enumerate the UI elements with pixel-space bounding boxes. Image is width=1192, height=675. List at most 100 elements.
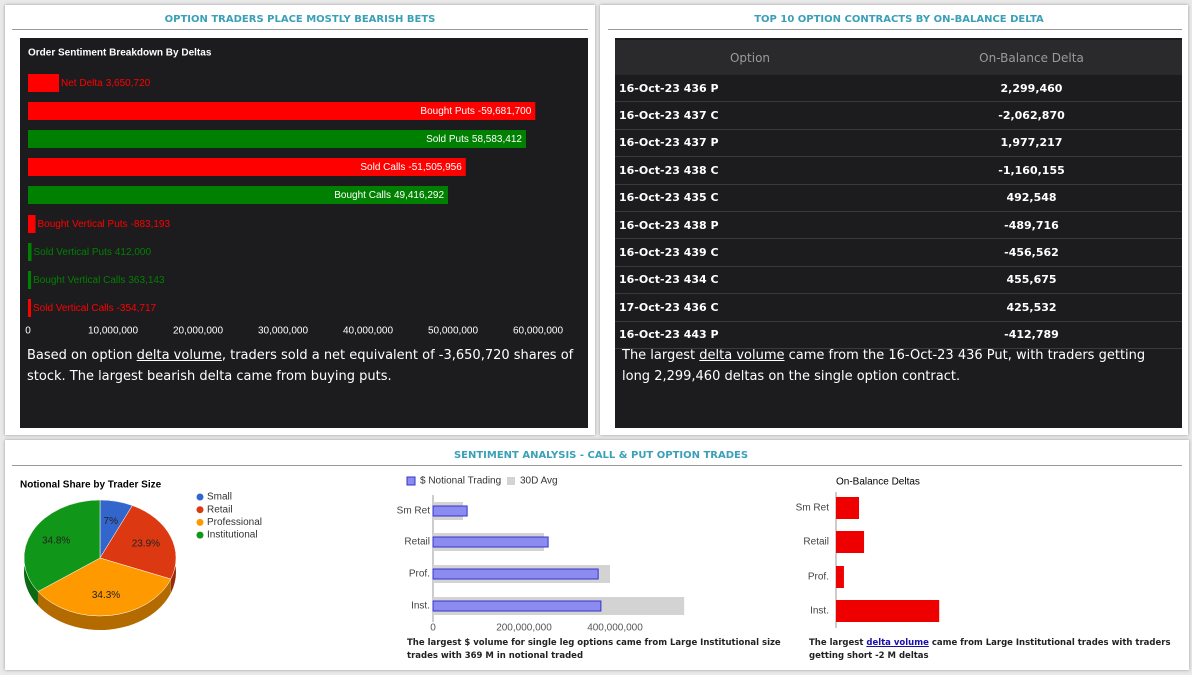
table-row: 16-Oct-23 436 P 2,299,460 (615, 75, 1182, 103)
table-cell: -1,160,155 (998, 163, 1065, 177)
bar-label: Sold Vertical Puts 412,000 (34, 247, 152, 258)
note: The largest $ volume for single leg opti… (407, 638, 781, 661)
chart-title: Order Sentiment Breakdown By Deltas (28, 48, 212, 59)
bar (28, 243, 32, 261)
legend-swatch (196, 506, 204, 514)
summary: Based on option delta volume, traders so… (27, 345, 582, 387)
panel-heading: OPTION TRADERS PLACE MOSTLY BEARISH BETS (164, 14, 436, 25)
table-cell: 16-Oct-23 439 C (619, 246, 719, 260)
category-label: Sold Vertical Calls (33, 303, 114, 314)
bar-label: Bought Calls 49,416,292 (334, 190, 444, 201)
x-tick-label: 0 (25, 326, 31, 337)
table-row: 16-Oct-23 434 C 455,675 (615, 267, 1182, 295)
bar (836, 497, 860, 519)
note-text: The largest (809, 638, 867, 648)
x-tick-label: 0 (430, 623, 436, 634)
bar-label: Sold Vertical Calls -354,717 (33, 303, 157, 314)
value-label: 3,650,720 (106, 78, 151, 89)
category-label: Bought Vertical Calls (33, 275, 125, 286)
category-label: Inst. (810, 606, 829, 617)
category-label: Sm Ret (796, 503, 830, 514)
value-label: -883,193 (131, 219, 171, 230)
category-label: Retail (404, 537, 430, 548)
legend-label: Institutional (207, 530, 258, 541)
header-cell: Option (729, 50, 771, 65)
pie-side (37, 579, 171, 630)
note: The largest delta volume came from Large… (809, 637, 1181, 663)
table-cell: 492,548 (1006, 191, 1057, 205)
legend-label: Small (207, 492, 232, 503)
x-tick-label: 30,000,000 (258, 326, 308, 337)
summary-text: The largest (622, 348, 700, 363)
category-label: Net Delta (61, 78, 103, 89)
bar (28, 102, 536, 120)
legend-swatch (196, 518, 204, 526)
table-cell: 16-Oct-23 434 C (619, 273, 719, 287)
table-header: Option On-Balance Delta (615, 40, 1182, 75)
table-background (615, 38, 1182, 428)
panel-heading: TOP 10 OPTION CONTRACTS BY ON-BALANCE DE… (754, 14, 1044, 25)
table-cell: 1,977,217 (1000, 136, 1063, 150)
category-label: Sm Ret (397, 506, 431, 517)
heading-rule (12, 465, 1182, 466)
bottom-panel (5, 440, 1189, 670)
summary-link[interactable]: delta volume (699, 348, 785, 363)
slice-label: 7% (104, 516, 119, 527)
bar (28, 186, 449, 204)
category-label: Prof. (409, 569, 430, 580)
bar (836, 531, 865, 553)
value-label: -59,681,700 (478, 106, 532, 117)
table: Option On-Balance Delta 16-Oct-23 436 P 2,2… (615, 40, 1182, 349)
bar (432, 600, 602, 612)
note-text: came from Large Institutional trades wit… (809, 638, 1171, 661)
value-label: -354,717 (117, 303, 157, 314)
bar (28, 130, 526, 148)
slice-label: 34.3% (92, 590, 120, 601)
value-label: -51,505,956 (408, 162, 462, 173)
heading-rule (12, 29, 588, 30)
category-label: Bought Puts (420, 106, 474, 117)
table-cell: 16-Oct-23 438 P (619, 218, 719, 232)
summary-text: , traders sold a net equivalent of -3,65… (27, 348, 574, 384)
bar-label: Bought Vertical Puts -883,193 (38, 219, 171, 230)
value-label: 49,416,292 (394, 190, 444, 201)
value-label: 412,000 (115, 247, 152, 258)
summary-text: came from the 16-Oct-23 436 Put, with tr… (622, 348, 1146, 384)
table-cell: 17-Oct-23 436 C (619, 300, 719, 314)
summary-text: Based on option (27, 348, 137, 363)
bar-label: Net Delta 3,650,720 (61, 78, 151, 89)
table-cell: 2,299,460 (1000, 81, 1063, 95)
legend-label: Professional (207, 517, 262, 528)
bar (28, 215, 36, 233)
panel-heading: SENTIMENT ANALYSIS - CALL & PUT OPTION T… (453, 450, 749, 461)
table-cell: -456,562 (1004, 246, 1059, 260)
table-row: 16-Oct-23 437 P 1,977,217 (615, 130, 1182, 158)
table-cell: 16-Oct-23 438 C (619, 163, 719, 177)
table-row: 16-Oct-23 443 P -412,789 (615, 322, 1182, 349)
pie-slice (23, 499, 101, 592)
header-cell: On-Balance Delta (979, 50, 1084, 65)
x-tick-label: 10,000,000 (88, 326, 138, 337)
bar (836, 600, 940, 622)
table-row: 16-Oct-23 439 C -456,562 (615, 239, 1182, 267)
slice-label: 34.8% (42, 535, 70, 546)
table-cell: 16-Oct-23 443 P (619, 328, 719, 342)
table-cell: 16-Oct-23 436 P (619, 81, 719, 95)
bar (28, 74, 60, 92)
legend-swatch (406, 476, 416, 486)
note-link[interactable]: delta volume (866, 638, 929, 648)
summary-link[interactable]: delta volume (136, 348, 222, 363)
category-label: Sold Puts (426, 134, 469, 145)
legend-swatch (196, 531, 204, 539)
bar (432, 505, 468, 517)
category-label: Prof. (808, 572, 829, 583)
category-label: Retail (803, 537, 829, 548)
heading-rule (608, 29, 1182, 30)
table-cell: -412,789 (1004, 328, 1059, 342)
summary: The largest delta volume came from the 1… (622, 345, 1177, 387)
x-tick-label: 40,000,000 (343, 326, 393, 337)
table-cell: 16-Oct-23 437 C (619, 109, 719, 123)
category-label: Sold Vertical Puts (34, 247, 112, 258)
x-tick-label: 60,000,000 (513, 326, 563, 337)
